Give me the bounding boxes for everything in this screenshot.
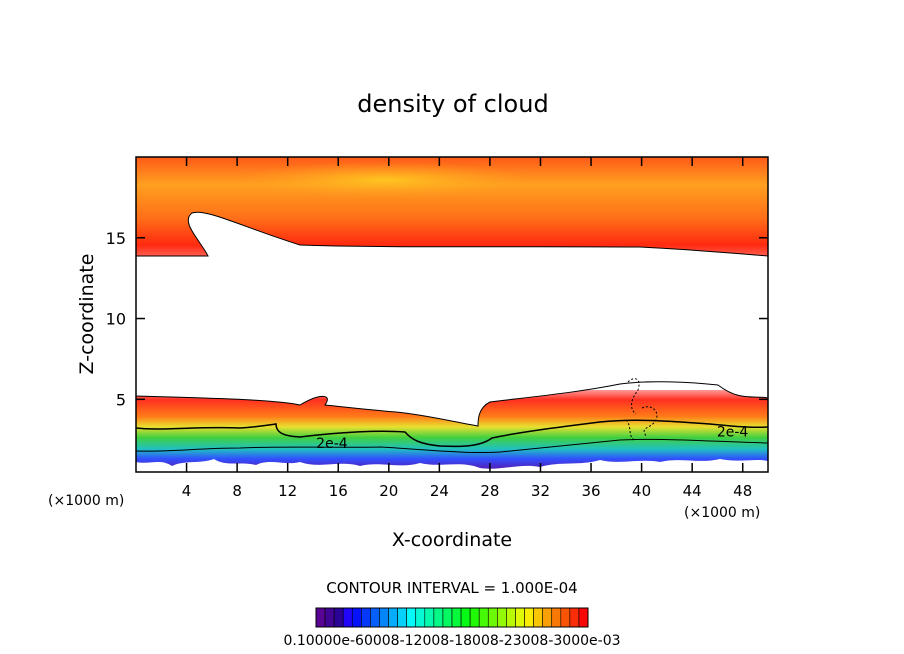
y-axis: 5 10 15 xyxy=(106,229,768,409)
chart-title: density of cloud xyxy=(357,90,548,118)
colorbar-swatch xyxy=(433,607,444,628)
colorbar-swatch xyxy=(478,607,489,628)
contour-labels: 2e-4 2e-4 xyxy=(316,425,748,452)
x-tick-label: 4 xyxy=(182,482,192,500)
colorbar-swatch xyxy=(415,607,426,628)
cloud-base-fringe xyxy=(136,459,768,472)
y-tick-label: 10 xyxy=(106,310,126,329)
y-axis-label: Z-coordinate xyxy=(76,254,98,375)
x-tick-label: 48 xyxy=(733,482,752,500)
x-tick-label: 24 xyxy=(430,482,449,500)
colorbar-swatch xyxy=(497,607,507,628)
colorbar-swatch xyxy=(315,607,326,628)
colorbar-tick-labels: 0.10000e-60008-12008-18008-23008-3000e-0… xyxy=(283,633,620,649)
colorbar-swatch xyxy=(506,607,516,628)
x-axis: 4 8 12 16 20 24 28 32 36 40 44 48 xyxy=(182,157,752,500)
colorbar-swatch xyxy=(569,607,580,628)
colorbar-swatch xyxy=(560,607,571,628)
y-tick-label: 15 xyxy=(106,229,126,248)
colorbar-swatch xyxy=(406,607,417,628)
contour-label: 2e-4 xyxy=(717,425,749,441)
colorbar-swatch xyxy=(551,607,562,628)
colorbar-swatch xyxy=(424,607,435,628)
colorbar-swatch xyxy=(370,607,380,628)
x-tick-label: 8 xyxy=(232,482,242,500)
colorbar-swatch xyxy=(361,607,371,628)
colorbar-swatch xyxy=(469,607,480,628)
cloud-free-region xyxy=(136,211,768,427)
contour-line-2e-4 xyxy=(136,419,768,448)
colorbar-swatch xyxy=(487,607,498,628)
colorbar-swatch xyxy=(442,607,453,628)
colorbar-swatch xyxy=(515,607,525,628)
colorbar-swatch xyxy=(333,607,344,628)
plot-area xyxy=(136,157,768,472)
contour-line-lower xyxy=(136,438,768,454)
x-tick-label: 36 xyxy=(581,482,600,500)
colorbar-frame xyxy=(315,607,589,628)
x-unit-label-right: (×1000 m) xyxy=(684,505,760,521)
x-tick-label: 40 xyxy=(632,482,651,500)
x-tick-label: 28 xyxy=(480,482,499,500)
colorbar-swatch xyxy=(533,607,543,628)
colorbar-swatch xyxy=(397,607,407,628)
plot-frame xyxy=(135,156,769,473)
x-unit-label-left: (×1000 m) xyxy=(48,493,124,509)
colorbar-swatch xyxy=(388,607,398,628)
colorbar-swatch xyxy=(351,607,362,628)
upper-cloud-core xyxy=(235,162,535,198)
contour-label: 2e-4 xyxy=(316,436,348,452)
convective-cells xyxy=(625,378,658,441)
colorbar-swatch xyxy=(379,607,389,628)
colorbar-swatch xyxy=(542,607,553,628)
x-axis-label: X-coordinate xyxy=(392,529,512,551)
colorbar-swatch xyxy=(578,607,589,628)
colorbar xyxy=(315,607,589,628)
colorbar-swatch xyxy=(460,607,471,628)
x-tick-label: 12 xyxy=(278,482,297,500)
x-tick-label: 44 xyxy=(683,482,702,500)
x-tick-label: 16 xyxy=(329,482,348,500)
colorbar-swatch xyxy=(524,607,534,628)
colorbar-swatch xyxy=(451,607,462,628)
y-tick-label: 5 xyxy=(116,390,126,409)
colorbar-swatch xyxy=(324,607,335,628)
colorbar-swatch xyxy=(342,607,353,628)
x-tick-label: 20 xyxy=(379,482,398,500)
contour-interval-label: CONTOUR INTERVAL = 1.000E-04 xyxy=(326,579,577,597)
x-tick-label: 32 xyxy=(531,482,550,500)
